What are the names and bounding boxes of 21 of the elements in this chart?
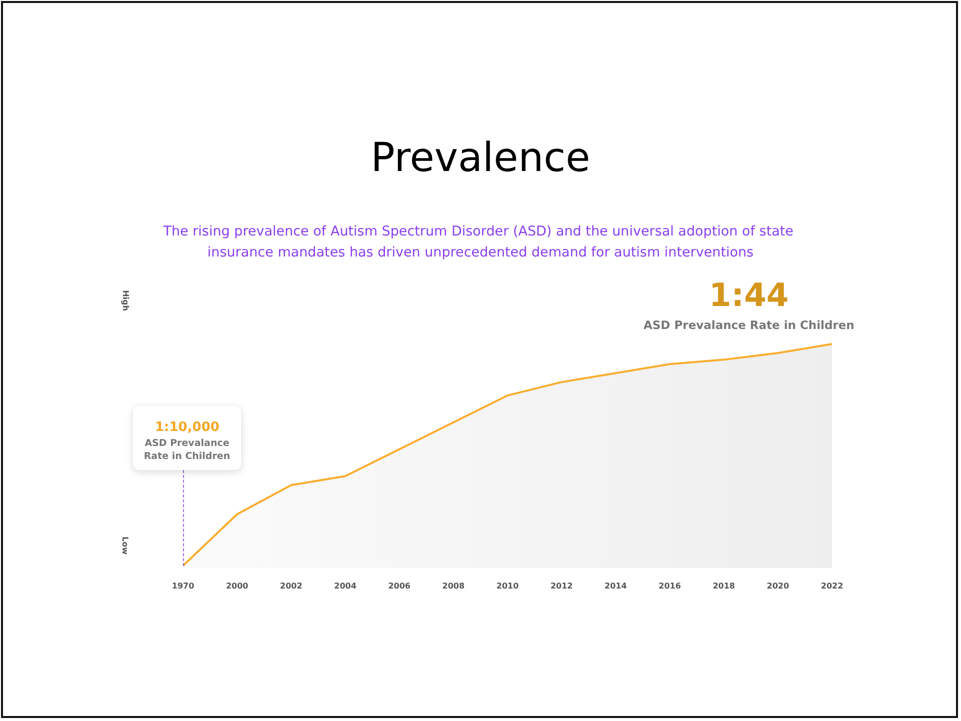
chart-title: Prevalence — [370, 135, 590, 181]
x-tick-label: 2016 — [658, 582, 682, 590]
annotation: 1:10,000 — [155, 420, 220, 435]
x-tick-label: 2002 — [280, 582, 302, 590]
text: High — [120, 290, 130, 310]
x-tick-label: 2008 — [442, 582, 465, 590]
x-tick-label: 2000 — [226, 582, 249, 590]
chart-subtitle: The rising prevalence of Autism Spectrum Disorder (ASD) and the universal adoption of state insurance mandates has driven unprecedented demand for autism interventions — [162, 224, 798, 260]
x-tick-label: 2022 — [820, 582, 844, 590]
x-tick-label: 2014 — [604, 582, 628, 590]
x-tick-label: 2006 — [388, 582, 411, 590]
text: Low — [120, 536, 130, 554]
x-tick-label: 2010 — [496, 582, 520, 590]
text: 1:44 — [709, 276, 789, 314]
x-tick-label: 2020 — [766, 582, 790, 590]
x-tick-label: 1970 — [172, 582, 195, 590]
x-tick-label: 2004 — [334, 582, 357, 590]
x-tick-label: 2018 — [712, 582, 736, 590]
text: ASD Prevalance Rate in Children — [644, 318, 854, 332]
annotation: ASD Prevalance Rate in Children — [142, 438, 232, 464]
x-tick-label: 2012 — [550, 582, 573, 590]
